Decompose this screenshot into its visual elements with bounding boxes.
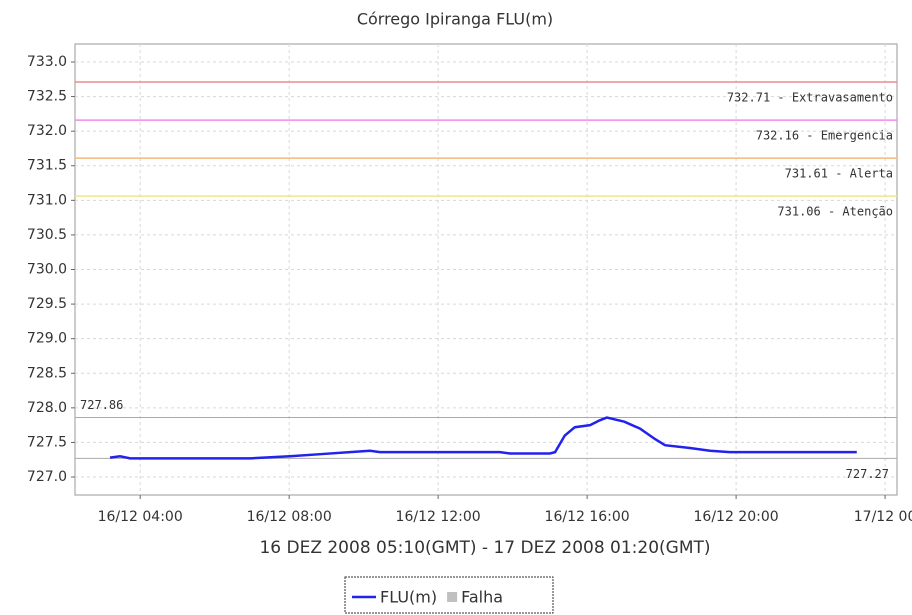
y-tick-label: 728.0: [27, 400, 67, 416]
threshold-label: 731.06 - Atenção: [777, 205, 893, 219]
max-label: 727.86: [80, 398, 123, 412]
y-tick-label: 727.0: [27, 469, 67, 485]
y-tick-label: 728.5: [27, 365, 67, 381]
x-tick-label: 16/12 12:00: [396, 509, 481, 525]
data-line: [109, 416, 857, 460]
x-tick-label: 17/12 00: [854, 509, 912, 525]
min-label: 727.27: [846, 467, 889, 481]
x-axis-label: 16 DEZ 2008 05:10(GMT) - 17 DEZ 2008 01:…: [259, 538, 710, 558]
threshold-label: 732.16 - Emergencia: [756, 129, 893, 143]
x-tick-label: 16/12 08:00: [247, 509, 332, 525]
y-tick-label: 730.5: [27, 227, 67, 243]
y-tick-label: 733.0: [27, 54, 67, 70]
y-tick-label: 727.5: [27, 434, 67, 450]
y-tick-label: 732.0: [27, 123, 67, 139]
legend-swatch: [447, 592, 458, 602]
x-tick-label: 16/12 04:00: [98, 509, 183, 525]
y-tick-label: 732.5: [27, 89, 67, 105]
threshold-label: 731.61 - Alerta: [785, 167, 893, 181]
legend-label: FLU(m): [380, 588, 437, 607]
x-tick-label: 16/12 16:00: [545, 509, 630, 525]
y-tick-label: 729.5: [27, 296, 67, 312]
y-tick-label: 730.0: [27, 262, 67, 278]
x-tick-label: 16/12 20:00: [694, 509, 779, 525]
legend-label: Falha: [461, 588, 503, 607]
y-tick-label: 731.5: [27, 158, 67, 174]
chart-title: Córrego Ipiranga FLU(m): [357, 10, 553, 29]
y-tick-label: 729.0: [27, 331, 67, 347]
y-tick-label: 731.0: [27, 192, 67, 208]
threshold-label: 732.71 - Extravasamento: [727, 91, 893, 105]
